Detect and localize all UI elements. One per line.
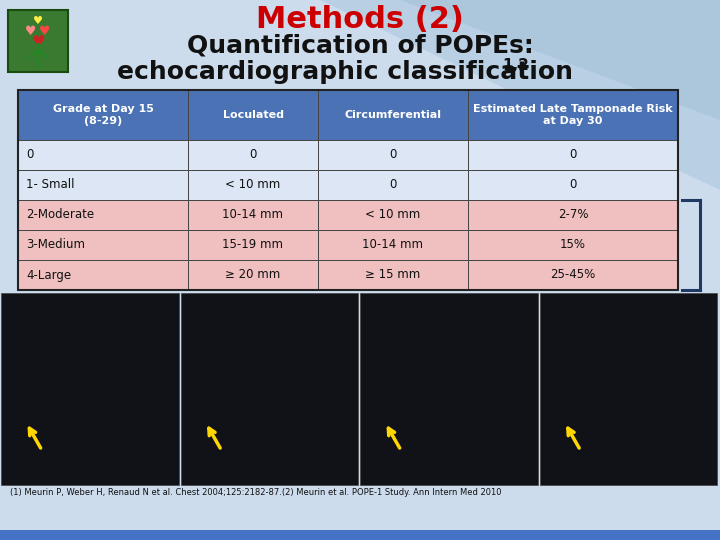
Text: 0: 0 [26, 148, 33, 161]
Bar [188, 230, 318, 260]
Bar [468, 170, 678, 200]
Text: 0: 0 [249, 148, 257, 161]
Text: 2-7%: 2-7% [558, 208, 588, 221]
Bar [18, 90, 188, 140]
Bar [18, 170, 188, 200]
Bar [188, 260, 318, 290]
Text: < 10 mm: < 10 mm [225, 179, 281, 192]
Text: Methods (2): Methods (2) [256, 5, 464, 35]
Bar [188, 200, 318, 230]
Text: ♥: ♥ [40, 25, 50, 38]
Text: Grade at Day 15
(8-29): Grade at Day 15 (8-29) [53, 104, 153, 126]
Text: 1- Small: 1- Small [26, 179, 74, 192]
Text: 0: 0 [390, 148, 397, 161]
Bar [318, 90, 468, 140]
Text: echocardiographic classification: echocardiographic classification [117, 60, 573, 84]
Text: 0: 0 [390, 179, 397, 192]
Text: Circumferential: Circumferential [344, 110, 441, 120]
Text: ♥: ♥ [33, 16, 43, 26]
Text: 0: 0 [570, 148, 577, 161]
Bar [318, 200, 468, 230]
Bar [468, 90, 678, 140]
Bar [318, 170, 468, 200]
Text: ≥ 15 mm: ≥ 15 mm [365, 268, 420, 281]
Bar [18, 260, 188, 290]
Text: 15-19 mm: 15-19 mm [222, 239, 284, 252]
Bar [188, 140, 318, 170]
Text: 1,2: 1,2 [502, 58, 529, 73]
Bar [1, 293, 179, 485]
Bar [468, 230, 678, 260]
Text: 3-Medium: 3-Medium [26, 239, 85, 252]
Text: 15%: 15% [560, 239, 586, 252]
Bar [181, 293, 358, 485]
Bar [468, 200, 678, 230]
Bar [18, 140, 188, 170]
Text: ♥: ♥ [25, 25, 37, 38]
Text: 4-Large: 4-Large [26, 268, 71, 281]
Bar [8, 10, 68, 72]
Bar [0, 530, 720, 540]
Bar [188, 90, 318, 140]
Bar [468, 260, 678, 290]
Text: ≥ 20 mm: ≥ 20 mm [225, 268, 281, 281]
Text: (1) Meurin P, Weber H, Renaud N et al. Chest 2004;125:2182-87.(2) Meurin et al. : (1) Meurin P, Weber H, Renaud N et al. C… [10, 488, 502, 497]
Bar [18, 90, 678, 290]
Bar [18, 230, 188, 260]
Text: Estimated Late Tamponade Risk
at Day 30: Estimated Late Tamponade Risk at Day 30 [473, 104, 672, 126]
Text: Loculated: Loculated [222, 110, 284, 120]
Bar [539, 293, 717, 485]
Bar [188, 170, 318, 200]
Bar [468, 140, 678, 170]
Bar [360, 293, 538, 485]
Bar [318, 140, 468, 170]
Text: < 10 mm: < 10 mm [365, 208, 420, 221]
Text: 10-14 mm: 10-14 mm [362, 239, 423, 252]
Polygon shape [400, 0, 720, 120]
Text: 25-45%: 25-45% [550, 268, 595, 281]
Bar [18, 200, 188, 230]
Text: 2-Moderate: 2-Moderate [26, 208, 94, 221]
Bar [318, 230, 468, 260]
Bar [318, 260, 468, 290]
Polygon shape [320, 0, 720, 190]
Text: 0: 0 [570, 179, 577, 192]
Text: Quantification of POPEs:: Quantification of POPEs: [186, 33, 534, 57]
Text: ♥: ♥ [31, 33, 45, 49]
Text: 10-14 mm: 10-14 mm [222, 208, 284, 221]
